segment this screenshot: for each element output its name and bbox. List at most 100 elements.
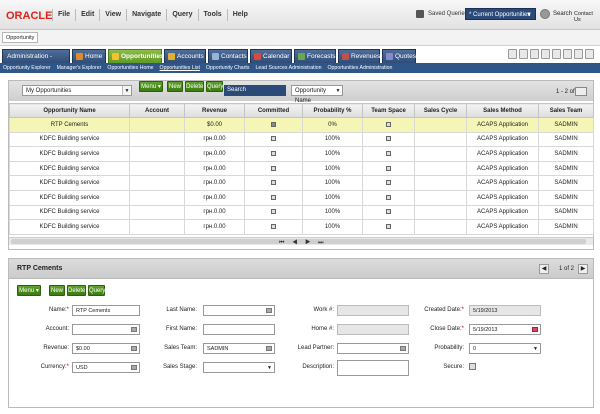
probability-cell[interactable]: 0% [302,117,363,133]
last-name-field[interactable] [203,305,275,316]
revenue-cell[interactable]: $0.00 [184,117,245,133]
account-field[interactable] [72,324,140,335]
opportunity-name-cell[interactable]: RTP Cements [9,117,130,133]
pick-icon[interactable] [131,327,137,332]
column-header[interactable]: Sales Cycle [414,103,467,118]
horizontal-scrollbar[interactable] [9,237,593,245]
sales-method-cell[interactable]: ACAPS Application [466,204,539,221]
revenue-cell[interactable]: грн.0.00 [184,204,245,221]
pick-icon[interactable] [266,346,272,351]
column-header[interactable]: Sales Method [466,103,539,118]
list-new-button[interactable]: New [167,81,183,92]
sales-method-cell[interactable]: ACAPS Application [466,189,539,206]
probability-cell[interactable]: 100% [302,160,363,177]
toolbar-icon-1[interactable] [508,49,517,59]
help-icon[interactable] [585,49,594,59]
tab-contacts[interactable]: Contacts [208,49,248,63]
table-row[interactable]: RTP Cements $0.00 0% ACAPS Application SADMI… [9,117,594,133]
opportunity-name-cell[interactable]: KDFC Building service [9,146,130,162]
account-cell[interactable] [129,131,185,148]
sales-cycle-cell[interactable] [414,131,467,148]
pick-icon[interactable] [266,308,272,313]
next-record-icon[interactable]: ▶ [578,264,588,274]
tab-home[interactable]: Home [72,49,106,63]
team-space-icon[interactable] [386,180,391,186]
secure-checkbox[interactable] [469,363,476,370]
form-query-button[interactable]: Query [88,285,105,296]
pick-icon[interactable] [400,346,406,351]
sales-cycle-cell[interactable] [414,146,467,162]
committed-cell[interactable] [244,219,303,235]
pick-icon[interactable] [131,365,137,370]
account-cell[interactable] [129,160,185,177]
sales-team-cell[interactable]: SADMIN [538,175,594,191]
previous-record-icon[interactable]: ◀ [539,264,549,274]
committed-cell[interactable] [244,117,303,133]
name-field[interactable]: RTP Cements [72,305,140,316]
opportunity-name-cell[interactable]: KDFC Building service [9,175,130,191]
account-cell[interactable] [129,146,185,162]
committed-cell[interactable] [244,146,303,162]
account-cell[interactable] [129,189,185,206]
tab-opportunities[interactable]: Opportunities [108,49,164,63]
team-space-icon[interactable] [386,150,391,156]
subnav-opportunities-home[interactable]: Opportunities Home [107,65,154,71]
menu-view[interactable]: View [99,9,126,21]
committed-checkbox[interactable] [271,150,276,156]
lead-partner-field[interactable] [337,343,409,354]
tab-quotes[interactable]: Quotes [382,49,416,63]
home-phone-field[interactable] [337,324,409,335]
subnav-opportunity-explorer[interactable]: Opportunity Explorer [3,65,51,71]
opportunity-name-cell[interactable]: KDFC Building service [9,219,130,235]
column-header[interactable]: Sales Team [538,103,594,118]
menu-navigate[interactable]: Navigate [126,9,166,21]
tab-administration-product[interactable]: Administration - Product [2,49,70,74]
revenue-cell[interactable]: грн.0.00 [184,175,245,191]
account-cell[interactable] [129,175,185,191]
probability-cell[interactable]: 100% [302,204,363,221]
sales-team-cell[interactable]: SADMIN [538,189,594,206]
committed-cell[interactable] [244,160,303,177]
revenue-cell[interactable]: грн.0.00 [184,189,245,206]
probability-cell[interactable]: 100% [302,131,363,148]
toolbar-icon-4[interactable] [541,49,550,59]
sales-team-cell[interactable]: SADMIN [538,219,594,235]
tab-forecasts[interactable]: Forecasts [294,49,336,63]
table-row[interactable]: KDFC Building service грн.0.00 100% ACAPS A… [9,189,594,206]
revenue-cell[interactable]: грн.0.00 [184,131,245,148]
table-row[interactable]: KDFC Building service грн.0.00 100% ACAPS A… [9,219,594,235]
team-space-cell[interactable] [362,189,415,206]
sales-cycle-cell[interactable] [414,117,467,133]
subnav-managers-explorer[interactable]: Manager's Explorer [56,65,102,71]
list-search-input[interactable]: Search [224,85,286,96]
committed-checkbox[interactable] [271,121,276,127]
probability-select[interactable]: 0 ▼ [469,343,541,354]
team-space-icon[interactable] [386,121,391,127]
team-space-icon[interactable] [386,209,391,215]
opportunity-name-cell[interactable]: KDFC Building service [9,160,130,177]
description-field[interactable] [337,360,409,376]
work-phone-field[interactable] [337,305,409,316]
committed-cell[interactable] [244,204,303,221]
sales-method-cell[interactable]: ACAPS Application [466,219,539,235]
opportunity-name-cell[interactable]: KDFC Building service [9,204,130,221]
probability-cell[interactable]: 100% [302,189,363,206]
team-space-cell[interactable] [362,160,415,177]
list-menu-button[interactable]: Menu ▾ [139,81,163,92]
committed-checkbox[interactable] [271,136,276,142]
account-cell[interactable] [129,219,185,235]
subnav-opportunity-charts[interactable]: Opportunity Charts [205,65,250,71]
form-menu-button[interactable]: Menu ▾ [17,285,41,296]
committed-checkbox[interactable] [271,165,276,171]
toolbar-icon-3[interactable] [530,49,539,59]
team-space-icon[interactable] [386,136,391,142]
sales-cycle-cell[interactable] [414,160,467,177]
tab-calendar[interactable]: Calendar [250,49,292,63]
saved-queries-select[interactable]: * Current Opportunities ▼ [465,8,536,20]
form-delete-button[interactable]: Delete [67,285,86,296]
account-cell[interactable] [129,204,185,221]
saved-queries-icon[interactable] [416,10,424,18]
team-space-icon[interactable] [386,223,391,229]
revenue-cell[interactable]: грн.0.00 [184,146,245,162]
menu-help[interactable]: Help [226,9,253,21]
